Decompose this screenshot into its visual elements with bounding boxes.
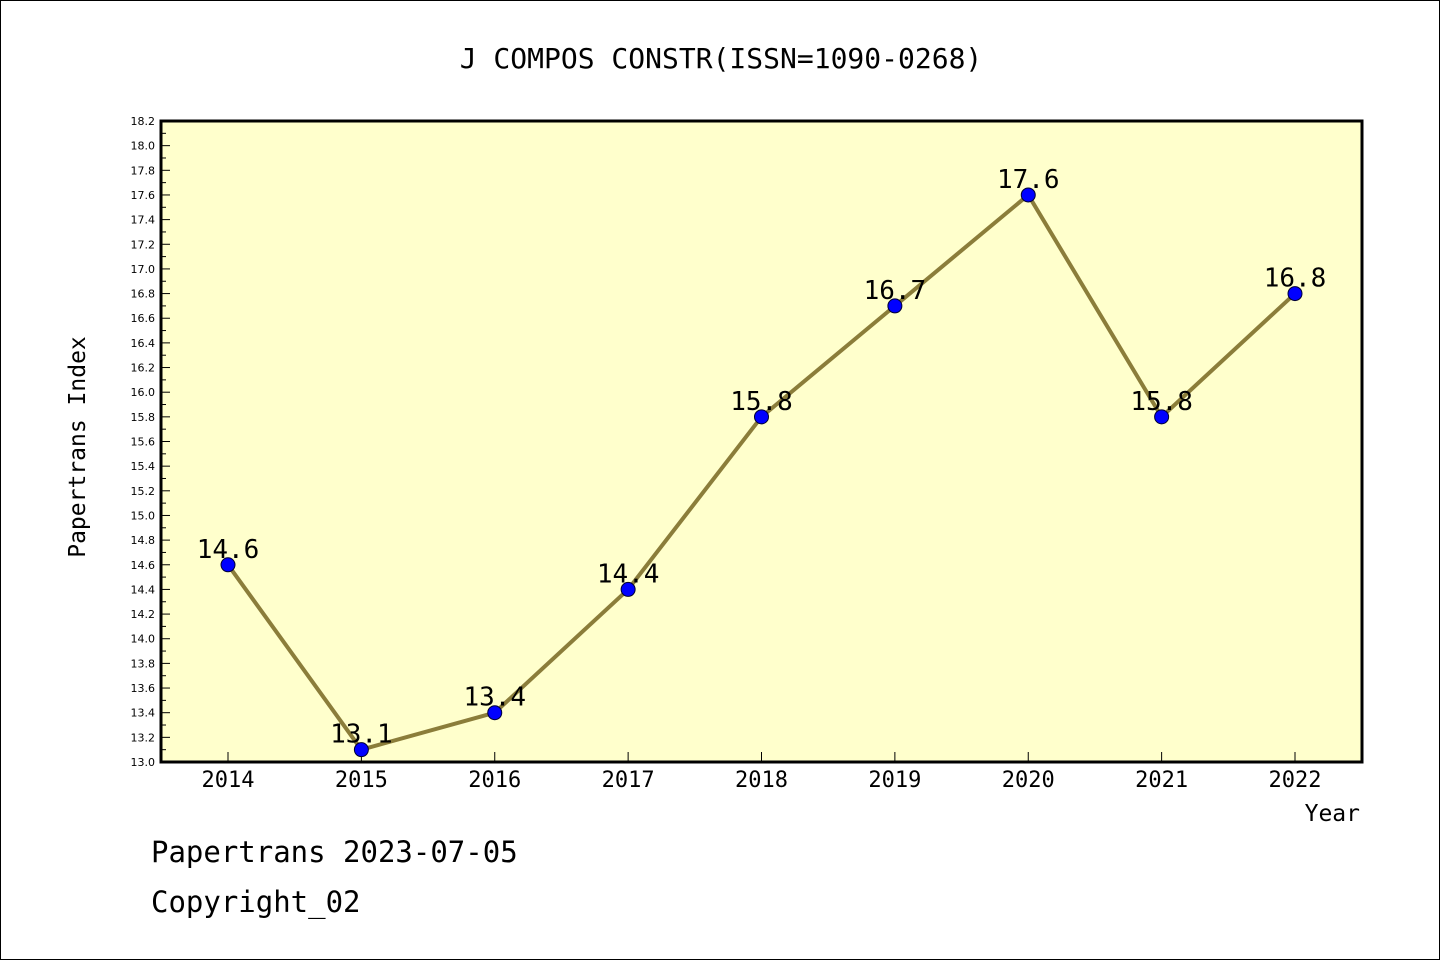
data-point-2018 (754, 409, 769, 425)
data-point-2015 (353, 742, 369, 758)
data-label-2019: 16.7 (864, 276, 927, 306)
data-label-2020: 17.6 (997, 165, 1060, 195)
chart-title: J COMPOS CONSTR(ISSN=1090-0268) (460, 42, 983, 75)
y-tick-label: 17.6 (131, 189, 156, 202)
y-tick-label: 17.0 (131, 263, 156, 276)
data-label-2016: 13.4 (463, 683, 526, 713)
y-tick-label: 14.6 (131, 559, 156, 572)
y-tick-label: 17.4 (131, 214, 156, 227)
y-tick-label: 14.8 (131, 534, 156, 547)
data-point-2021 (1154, 409, 1170, 425)
data-point-2019 (887, 298, 903, 314)
x-tick-label: 2022 (1269, 768, 1322, 793)
data-label-2014: 14.6 (197, 535, 260, 565)
data-point-2016 (487, 705, 503, 721)
y-tick-label: 16.8 (131, 288, 156, 301)
y-axis-title: Papertrans Index (65, 336, 91, 558)
y-tick-label: 13.8 (131, 657, 156, 670)
data-label-2015: 13.1 (330, 720, 393, 750)
data-label-2022: 16.8 (1264, 264, 1327, 294)
footer-date: Papertrans 2023-07-05 (151, 835, 518, 869)
x-axis-title: Year (1305, 801, 1360, 827)
x-tick-label: 2019 (868, 768, 921, 793)
y-tick-label: 16.4 (131, 337, 156, 350)
x-tick-label: 2015 (335, 768, 388, 793)
y-tick-label: 17.2 (131, 238, 156, 251)
x-tick-label: 2016 (468, 768, 521, 793)
y-tick-label: 13.4 (131, 707, 156, 720)
data-label-2021: 15.8 (1130, 387, 1193, 417)
data-label-2018: 15.8 (730, 387, 793, 417)
data-point-2020 (1020, 187, 1036, 203)
y-tick-label: 13.0 (131, 756, 156, 769)
y-tick-label: 15.2 (131, 485, 156, 498)
footer-copyright: Copyright_02 (151, 885, 361, 919)
y-tick-label: 16.6 (131, 312, 156, 325)
plot-area (159, 119, 1364, 764)
y-tick-label: 13.2 (131, 731, 156, 744)
y-tick-label: 15.6 (131, 436, 156, 449)
y-tick-label: 15.0 (131, 509, 156, 522)
y-tick-label: 18.0 (131, 140, 156, 153)
y-tick-label: 13.6 (131, 682, 156, 695)
y-tick-label: 15.4 (131, 460, 156, 473)
x-tick-label: 2014 (202, 768, 255, 793)
data-point-2017 (620, 581, 636, 597)
y-tick-label: 17.8 (131, 164, 156, 177)
y-axis: 13.0 13.2 13.4 13.6 13.8 14.0 14.2 14.4 14.6 14.8… (131, 115, 170, 769)
x-axis: 2014 2015 2016 2017 2018 2019 2020 2021 2022 (202, 752, 1322, 793)
x-tick-label: 2021 (1135, 768, 1188, 793)
x-tick-label: 2018 (735, 768, 788, 793)
y-tick-label: 18.2 (131, 115, 156, 128)
data-labels: 14.6 13.1 13.4 14.4 15.8 16.7 17.6 15.8 16.8 (197, 165, 1327, 750)
x-tick-label: 2017 (602, 768, 655, 793)
data-point-2014 (220, 557, 236, 573)
y-tick-label: 14.0 (131, 633, 156, 646)
y-tick-label: 14.4 (131, 583, 156, 596)
series-group (220, 187, 1303, 758)
data-point-2022 (1287, 286, 1303, 302)
y-tick-label: 16.0 (131, 386, 156, 399)
y-tick-label: 16.2 (131, 362, 156, 375)
x-tick-label: 2020 (1002, 768, 1055, 793)
data-label-2017: 14.4 (597, 559, 660, 589)
y-tick-label: 15.8 (131, 411, 156, 424)
y-tick-label: 14.2 (131, 608, 156, 621)
